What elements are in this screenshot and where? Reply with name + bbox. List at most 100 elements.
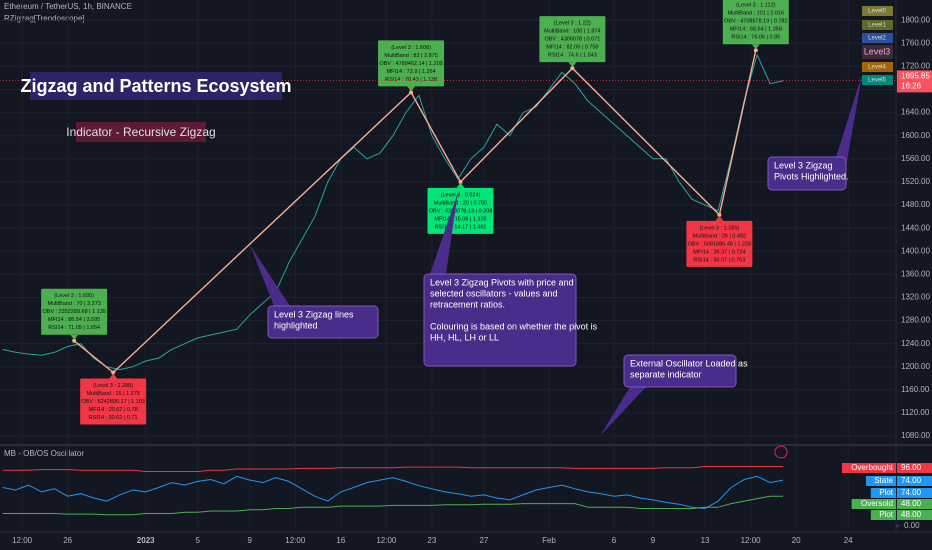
series-line	[2, 466, 784, 472]
annotation-text: Colouring is based on whether the pivot …	[430, 321, 598, 331]
pivot-point	[753, 48, 758, 53]
level-tag-name	[842, 463, 896, 473]
level-tag-value	[897, 488, 932, 498]
last-price-box	[897, 70, 932, 93]
pivot-label-text: OBV : 4306078 | 0.071	[544, 37, 600, 43]
level-tag-value-text: 74.00	[901, 488, 922, 497]
y-tick-label: 1720.00	[901, 62, 930, 71]
x-tick-label: 12:00	[741, 536, 762, 545]
annotation-text: HH, HL, LH or LL	[430, 332, 499, 342]
pivot-label-text: MFI14 : 26.37 | 0.724	[693, 249, 745, 255]
pivot-point	[717, 212, 722, 217]
annotation-box	[30, 72, 282, 100]
callout-pointer	[430, 192, 458, 274]
y-tick-label: 1760.00	[901, 38, 930, 47]
pivot-label-text: OBV : 4708678.19 | 0.782	[724, 19, 788, 25]
pivot-label-text: (Level 3 : 1.112)	[736, 3, 776, 9]
y-tick-label: 1200.00	[901, 362, 930, 371]
pivot-label-text: RSI14 : 14.17 | 1.461	[435, 224, 487, 230]
pivot-label-text: MultiBand : 15 | 1.275	[86, 391, 139, 397]
level-tag-value	[897, 463, 932, 473]
pivot-label-text: RSI14 : 71.05 | 1.654	[48, 325, 100, 331]
pivot-label-text: RSI14 : 74.6 | 1.543	[548, 53, 597, 59]
y-tick-label: 1560.00	[901, 154, 930, 163]
callout-pointer	[836, 75, 862, 167]
callout-pointer	[600, 387, 646, 436]
level-swatch	[862, 45, 893, 59]
countdown-label: 16:26	[901, 81, 922, 90]
x-tick-label: 12:00	[285, 536, 306, 545]
pivot-label-text: (Level 3 : 1.695)	[54, 293, 94, 299]
y-tick-label: 1120.00	[901, 408, 930, 417]
x-tick-label: 6	[612, 536, 617, 545]
pivot-point	[409, 90, 414, 95]
annotation-text: highlighted	[274, 320, 318, 330]
pivot-label-text: RSI14 : 30.62 | 0.71	[89, 415, 138, 421]
pivot-label-box	[80, 378, 147, 425]
pivot-label-box	[378, 40, 445, 87]
x-tick-label: 27	[479, 536, 488, 545]
x-tick-label: 16	[336, 536, 345, 545]
annotation-box	[76, 122, 206, 142]
x-tick-label: 20	[792, 536, 801, 545]
y-tick-label: 1440.00	[901, 223, 930, 232]
pivot-label-text: MultiBand : 26 | 0.482	[693, 233, 746, 239]
callout-pointer	[250, 245, 290, 306]
y-tick-label: 0.00	[904, 521, 920, 530]
y-tick-label: 1280.00	[901, 316, 930, 325]
x-tick-label: Feb	[542, 536, 556, 545]
pivot-label-text: RSI14 : 70.43 | 1.138	[385, 77, 437, 83]
level-name: Level5	[868, 78, 886, 84]
level-tag-value-text: 48.00	[901, 510, 922, 519]
y-tick-label: 1640.00	[901, 108, 930, 117]
x-tick-label: 23	[427, 536, 436, 545]
pivot-label-pointer	[456, 182, 465, 188]
x-tick-label: 5	[196, 536, 201, 545]
annotation-text: retracement ratios.	[430, 299, 505, 309]
pivot-point	[570, 66, 575, 71]
y-tick-label: 1160.00	[901, 385, 930, 394]
pivot-label-text: MFI14 : 86.54 | 3.595	[48, 317, 100, 323]
oscillator-title: MB - OB/OS Oscillator	[4, 449, 84, 458]
level-tag-name-text: Overbought	[851, 463, 894, 472]
pivot-label-text: MultiBand : 101 | 2.016	[728, 11, 784, 17]
x-tick-label: 2023	[137, 536, 155, 545]
pivot-label-pointer	[70, 334, 79, 340]
annotation-text: Level 3 Zigzag Pivots with price and	[430, 277, 574, 287]
pivot-label-pointer	[109, 373, 118, 379]
annotation-box	[623, 354, 737, 388]
level-tag-value	[897, 510, 932, 520]
series-line	[2, 475, 784, 510]
series-line	[2, 53, 784, 371]
pivot-label-text: RSI14 : 30.07 | 0.753	[693, 257, 745, 263]
level-tag-name-text: Oversold	[861, 499, 893, 508]
level-tag-name	[870, 488, 896, 498]
pivot-label-box	[41, 288, 108, 335]
level-tag-value-text: 96.00	[901, 463, 922, 472]
level-tag-name-text: Plot	[879, 488, 894, 497]
pivot-label-pointer	[715, 215, 724, 221]
pivot-label-text: (Level 3 : 1.285)	[700, 225, 740, 231]
annotation-text: separate indicator	[630, 369, 702, 379]
pivot-label-text: MultiBand : 100 | 1.874	[544, 29, 600, 35]
level-tag-name-text: Plot	[879, 510, 894, 519]
last-price-label: 1695.85	[901, 71, 930, 80]
annotation-box	[767, 156, 847, 191]
x-tick-label: 9	[651, 536, 656, 545]
level-name: Level0	[868, 9, 886, 15]
pivot-label-pointer	[568, 62, 577, 68]
level-tag-value-text: 74.00	[901, 476, 922, 485]
pivot-label-text: OBV : 5242890.17 | 1.193	[81, 399, 145, 405]
alert-icon[interactable]	[774, 445, 788, 459]
pivot-label-text: RSI14 : 76.06 | 0.85	[731, 35, 780, 41]
level-swatch	[862, 75, 893, 85]
level-tag-name	[851, 499, 896, 509]
level-swatch	[862, 20, 893, 30]
pivot-label-text: MFI14 : 82.09 | 0.758	[546, 45, 598, 51]
y-tick-label: 1240.00	[901, 339, 930, 348]
pivot-label-box	[539, 16, 606, 63]
level-tag-name	[870, 510, 896, 520]
annotation-text: External Oscillator Loaded as	[630, 358, 748, 368]
pivot-label-text: MultiBand : 83 | 2.875	[384, 53, 437, 59]
y-tick-label: 1400.00	[901, 246, 930, 255]
